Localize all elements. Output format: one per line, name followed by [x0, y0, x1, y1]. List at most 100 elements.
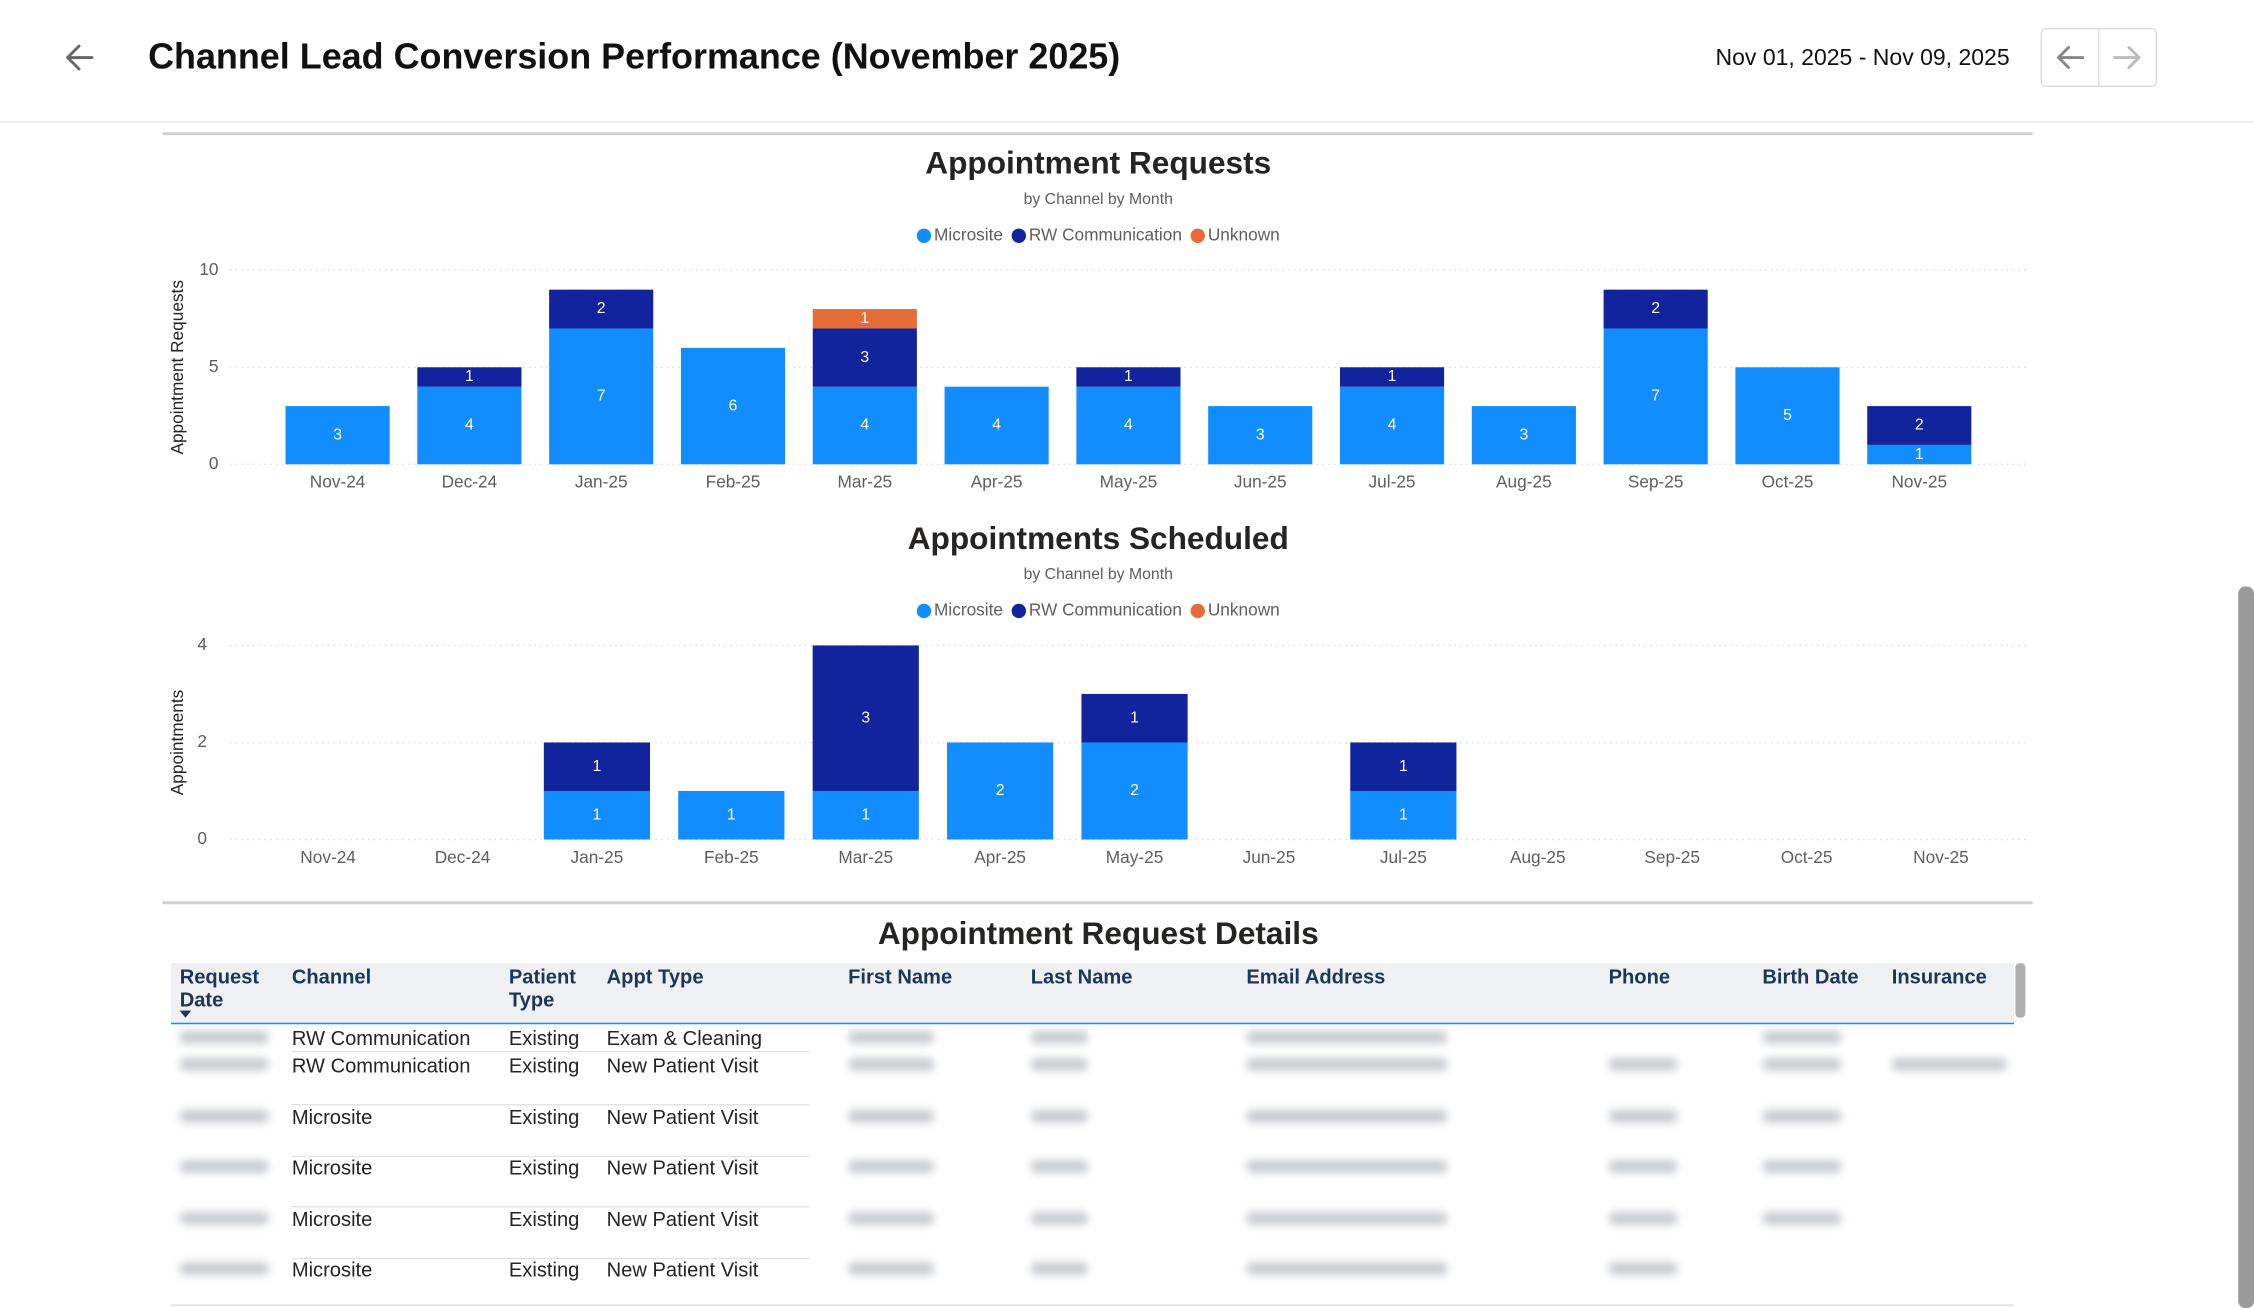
redacted-cell	[848, 1262, 935, 1276]
redacted-cell	[179, 1160, 269, 1173]
bar-segment	[812, 309, 917, 329]
column-header[interactable]: Phone	[1608, 964, 1671, 988]
x-tick-label: Nov-25	[1913, 847, 1969, 867]
redacted-cell	[1608, 1058, 1678, 1071]
redacted-cell	[1608, 1211, 1678, 1225]
y-tick-label: 0	[209, 453, 219, 473]
x-tick-label: Jun-25	[1243, 847, 1296, 867]
x-tick-label: Apr-25	[974, 847, 1026, 867]
bar-segment	[1603, 289, 1708, 329]
row-separator	[291, 1206, 810, 1208]
data-label: 5	[1783, 407, 1792, 424]
column-header[interactable]: Birth Date	[1762, 964, 1859, 988]
table-cell: Existing	[508, 1155, 580, 1179]
bar-segment	[680, 347, 786, 465]
data-label: 3	[861, 709, 870, 726]
data-label: 1	[1388, 368, 1397, 385]
bar-segment	[944, 386, 1049, 465]
redacted-cell	[1030, 1211, 1089, 1225]
column-header[interactable]: Patient Type	[508, 964, 576, 1011]
table-cell: Existing	[508, 1105, 580, 1129]
redacted-cell	[1030, 1262, 1089, 1276]
bar-segment	[678, 790, 785, 840]
data-label: 1	[1130, 709, 1139, 726]
data-label: 1	[861, 806, 870, 823]
table-cell: Existing	[508, 1207, 580, 1231]
table-header-bg	[171, 963, 2014, 1024]
column-header[interactable]: Request Date	[179, 964, 260, 1011]
bar-segment	[1867, 406, 1972, 445]
bar-segment	[1867, 444, 1972, 465]
column-header[interactable]: Appt Type	[606, 964, 704, 988]
bar-segment	[947, 742, 1054, 840]
redacted-cell	[1762, 1160, 1842, 1173]
bar-segment	[1076, 367, 1181, 387]
table-cell: Existing	[508, 1257, 580, 1281]
redacted-cell	[1891, 1058, 2007, 1071]
redacted-cell	[1030, 1058, 1089, 1071]
redacted-cell	[848, 1160, 935, 1173]
next-period-button[interactable]	[2113, 46, 2141, 69]
table-cell: Existing	[508, 1026, 580, 1050]
back-button[interactable]	[66, 44, 94, 71]
redacted-cell	[1246, 1262, 1448, 1276]
data-label: 1	[727, 806, 736, 823]
table-cell: New Patient Visit	[606, 1207, 759, 1231]
redacted-cell	[1608, 1160, 1678, 1173]
x-tick-label: Nov-25	[1891, 472, 1947, 492]
data-label: 1	[465, 368, 474, 385]
data-label: 4	[1388, 417, 1397, 434]
data-label: 2	[1915, 417, 1924, 434]
legend-label: Unknown	[1208, 600, 1280, 620]
y-tick-label: 2	[197, 731, 207, 751]
data-label: 7	[597, 388, 606, 405]
table-scrollbar[interactable]	[2015, 963, 2026, 1018]
bar-segment	[1339, 386, 1445, 465]
data-label: 4	[465, 417, 474, 434]
table-cell: Existing	[508, 1053, 580, 1077]
column-header[interactable]: Insurance	[1891, 964, 1987, 988]
legend-swatch	[1190, 603, 1205, 619]
x-tick-label: Nov-24	[310, 472, 366, 492]
data-label: 7	[1651, 388, 1660, 405]
table-cell: Microsite	[291, 1155, 373, 1179]
column-header[interactable]: Channel	[291, 964, 372, 988]
row-separator	[291, 1257, 810, 1260]
prev-period-button[interactable]	[2057, 46, 2085, 69]
table-cell: Microsite	[291, 1105, 373, 1129]
data-label: 3	[1256, 426, 1265, 443]
chart-title: Appointment Requests	[925, 145, 1271, 181]
table-cell: New Patient Visit	[606, 1155, 759, 1179]
column-header[interactable]: Last Name	[1030, 964, 1133, 988]
x-tick-label: Dec-24	[435, 847, 491, 867]
data-label: 2	[1651, 300, 1660, 317]
redacted-cell	[179, 1211, 269, 1225]
x-tick-label: Jan-25	[575, 472, 628, 492]
data-label: 1	[593, 806, 602, 823]
legend-label: Microsite	[934, 224, 1003, 244]
legend-swatch	[916, 228, 932, 243]
y-tick-label: 5	[209, 356, 219, 376]
legend-label: RW Communication	[1029, 600, 1182, 620]
bar-segment	[1350, 742, 1457, 791]
data-label: 1	[860, 310, 869, 327]
sort-indicator[interactable]	[179, 1010, 192, 1018]
redacted-cell	[1608, 1262, 1678, 1276]
bar-segment	[1208, 406, 1313, 465]
x-tick-label: Sep-25	[1644, 847, 1700, 867]
column-header[interactable]: Email Address	[1246, 964, 1386, 988]
bar-segment	[1081, 693, 1188, 743]
page-title: Channel Lead Conversion Performance (Nov…	[148, 35, 1120, 76]
redacted-cell	[1762, 1030, 1842, 1044]
x-tick-label: May-25	[1106, 847, 1164, 867]
y-axis-title: Appointment Requests	[167, 280, 187, 455]
redacted-cell	[179, 1262, 269, 1276]
redacted-cell	[1246, 1109, 1448, 1123]
column-header[interactable]: First Name	[848, 964, 953, 988]
redacted-cell	[848, 1030, 935, 1044]
redacted-cell	[179, 1058, 269, 1071]
page-scrollbar[interactable]	[2238, 586, 2254, 1308]
bar-segment	[1076, 386, 1181, 465]
data-label: 1	[1915, 446, 1924, 463]
